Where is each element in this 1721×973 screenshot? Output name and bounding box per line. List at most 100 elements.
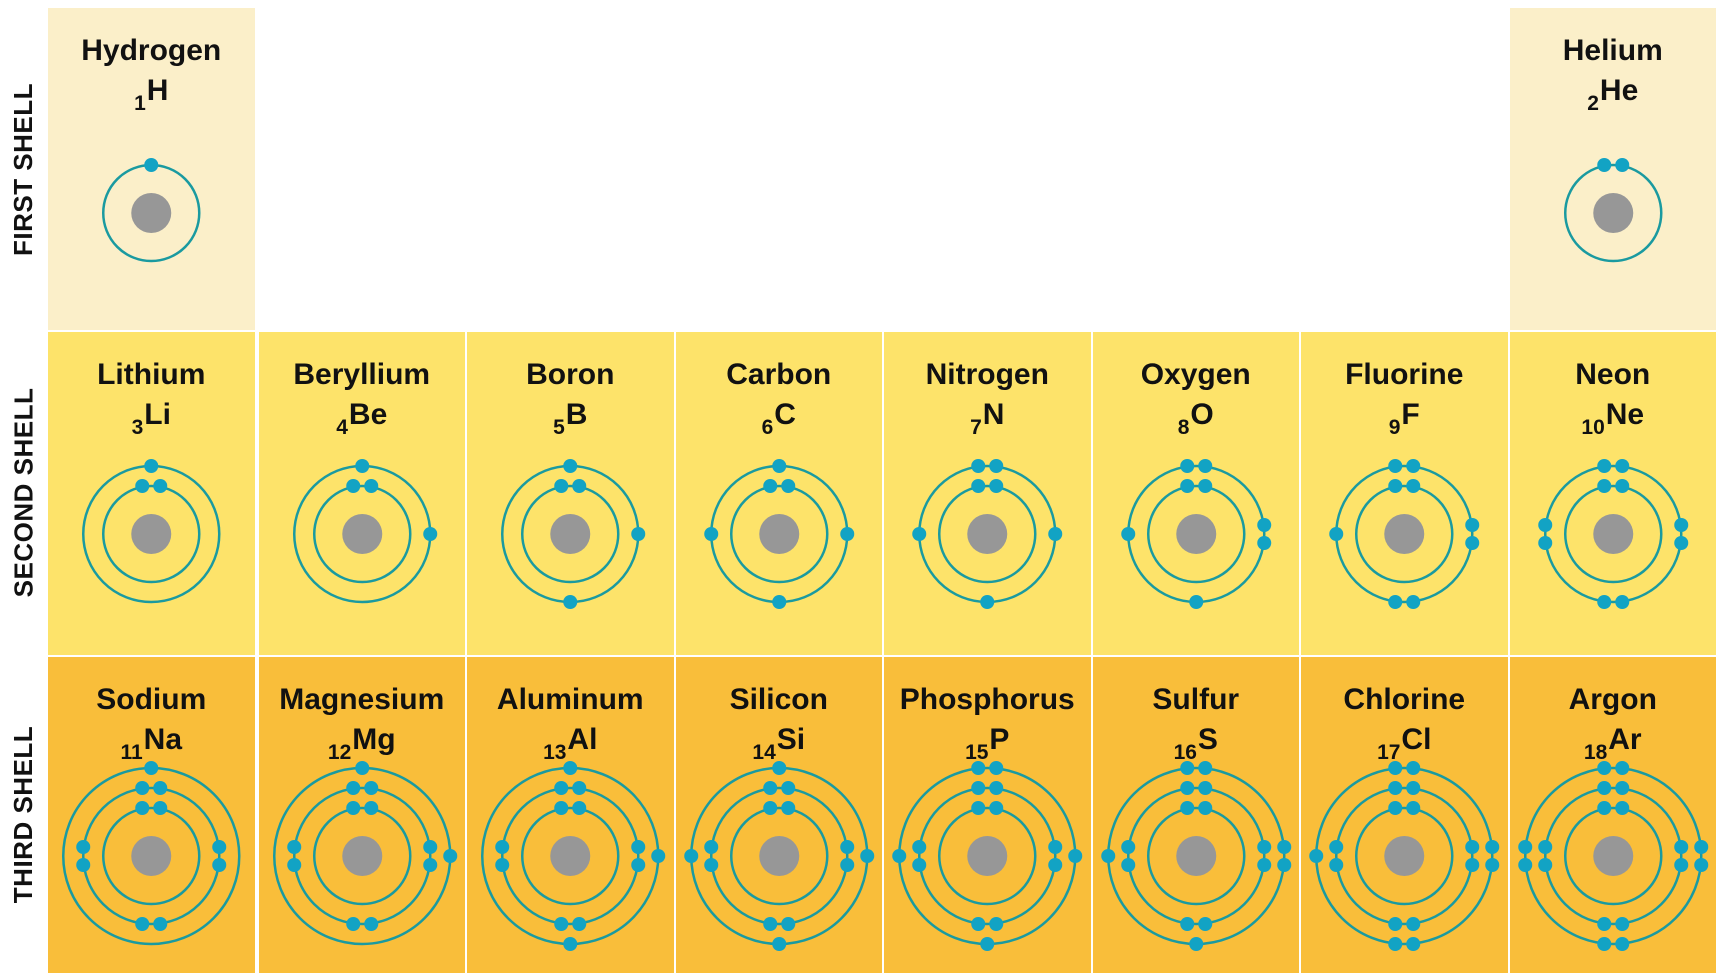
bohr-model-diagram xyxy=(272,761,457,946)
element-cell-neon: Neon 10Ne xyxy=(1509,332,1717,655)
electron xyxy=(1465,536,1480,550)
element-cell-fluorine: Fluorine 9F xyxy=(1301,332,1508,655)
electron-shell-ring xyxy=(1563,806,1662,906)
nucleus xyxy=(131,193,172,233)
electron xyxy=(1388,917,1403,931)
electron xyxy=(1329,840,1344,854)
electron xyxy=(1388,761,1403,775)
element-symbol: Ne xyxy=(1605,398,1645,431)
electron xyxy=(771,595,786,609)
element-symbol: Na xyxy=(143,723,183,756)
electron xyxy=(1197,761,1212,775)
nucleus xyxy=(1384,836,1425,876)
nucleus xyxy=(1175,836,1216,876)
electron xyxy=(989,801,1004,815)
electron xyxy=(422,527,437,541)
element-symbol: P xyxy=(989,723,1010,756)
element-symbol: Mg xyxy=(352,723,396,756)
nucleus xyxy=(341,514,382,554)
electron xyxy=(771,937,786,951)
electron xyxy=(1596,459,1611,473)
atomic-number: 11 xyxy=(120,741,143,764)
element-name: Sulfur xyxy=(1152,683,1240,716)
electron xyxy=(1048,840,1063,854)
element-symbol-line: 16S xyxy=(1093,723,1300,764)
electron xyxy=(631,858,646,872)
electron xyxy=(1406,937,1421,951)
atomic-number: 4 xyxy=(336,416,348,439)
electron xyxy=(1188,595,1203,609)
electron xyxy=(631,527,646,541)
nucleus xyxy=(131,836,172,876)
electron xyxy=(1197,917,1212,931)
electron xyxy=(354,761,369,775)
element-name: Argon xyxy=(1568,683,1657,716)
atomic-number: 12 xyxy=(327,741,352,764)
electron-shell-ring xyxy=(1126,786,1265,926)
electron xyxy=(980,937,995,951)
atomic-number: 2 xyxy=(1587,92,1599,115)
electron xyxy=(1485,858,1500,872)
electron xyxy=(1179,801,1194,815)
nucleus xyxy=(1384,514,1425,554)
electron xyxy=(345,781,360,795)
element-symbol-line: 10Ne xyxy=(1510,398,1717,439)
element-symbol: S xyxy=(1197,723,1218,756)
atomic-number: 1 xyxy=(134,92,146,115)
electron xyxy=(1465,840,1480,854)
electron xyxy=(1388,781,1403,795)
electron xyxy=(1406,459,1421,473)
atomic-number: 13 xyxy=(543,741,567,764)
electron xyxy=(1596,781,1611,795)
bohr-model-diagram xyxy=(703,459,854,609)
electron xyxy=(1309,849,1324,863)
electron xyxy=(1693,858,1708,872)
electron xyxy=(839,527,854,541)
electron-shell-ring xyxy=(729,484,828,584)
bohr-model-diagram xyxy=(292,459,437,604)
electron xyxy=(422,858,437,872)
bohr-model-diagram xyxy=(62,761,241,946)
electron xyxy=(771,761,786,775)
atomic-number: 17 xyxy=(1377,741,1401,764)
atomic-number: 3 xyxy=(131,416,144,439)
electron xyxy=(912,527,927,541)
electron xyxy=(363,479,378,493)
element-symbol: Ar xyxy=(1608,723,1642,756)
electron-shell-ring xyxy=(729,806,828,906)
electron xyxy=(1614,158,1629,172)
electron-shell-ring xyxy=(521,806,620,906)
element-symbol-line: 8O xyxy=(1093,398,1300,439)
electron xyxy=(912,858,927,872)
electron xyxy=(1614,595,1629,609)
nucleus xyxy=(1592,514,1633,554)
electron xyxy=(572,917,587,931)
electron xyxy=(153,781,168,795)
electron xyxy=(1120,527,1135,541)
electron xyxy=(495,840,510,854)
electron xyxy=(563,761,578,775)
element-symbol-line: 17Cl xyxy=(1301,723,1508,764)
element-symbol: He xyxy=(1599,74,1639,107)
element-name: Neon xyxy=(1575,358,1651,391)
bohr-model-diagram xyxy=(912,459,1063,609)
electron xyxy=(780,781,795,795)
electron xyxy=(1388,937,1403,951)
electron-shell-ring xyxy=(312,484,411,584)
electron xyxy=(703,840,718,854)
element-symbol: Be xyxy=(348,398,388,431)
electron xyxy=(554,801,569,815)
electron xyxy=(554,479,569,493)
electron xyxy=(892,849,907,863)
element-symbol-line: 7N xyxy=(884,398,1091,439)
electron-shell-ring xyxy=(1543,464,1682,604)
electron xyxy=(980,595,995,609)
electron-shell-ring xyxy=(501,786,640,926)
electron xyxy=(363,781,378,795)
electron-shell-ring xyxy=(1543,786,1682,926)
element-cell-carbon: Carbon 6C xyxy=(675,332,882,655)
electron xyxy=(839,858,854,872)
electron xyxy=(563,459,578,473)
element-symbol-line: 9F xyxy=(1301,398,1508,439)
electron xyxy=(1197,479,1212,493)
